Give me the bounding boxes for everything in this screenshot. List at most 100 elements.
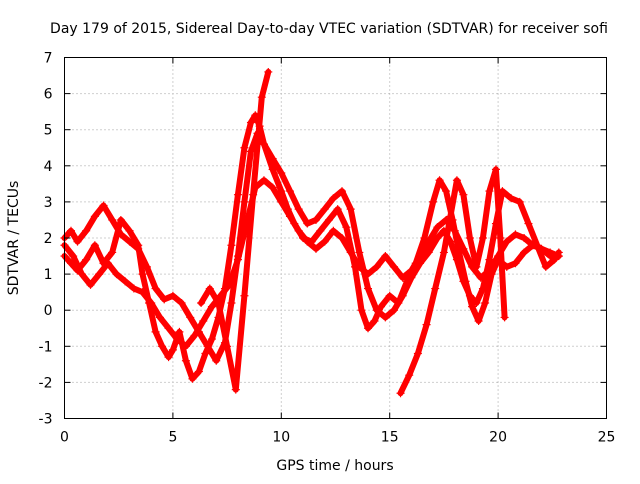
data-point bbox=[338, 187, 347, 196]
data-point bbox=[164, 324, 173, 333]
data-point bbox=[129, 284, 138, 293]
data-point bbox=[233, 255, 242, 264]
data-point bbox=[390, 262, 399, 271]
data-point bbox=[500, 313, 509, 322]
y-tick-label: 7 bbox=[44, 51, 53, 67]
y-tick-label: 0 bbox=[44, 303, 53, 319]
data-point bbox=[227, 241, 236, 250]
data-point bbox=[346, 248, 355, 257]
data-point bbox=[398, 273, 407, 282]
data-point bbox=[257, 93, 266, 102]
data-point bbox=[541, 262, 550, 271]
y-tick-label: 1 bbox=[44, 267, 53, 283]
data-point bbox=[478, 234, 487, 242]
data-point bbox=[481, 298, 490, 307]
x-tick-label: 25 bbox=[598, 430, 616, 446]
data-point bbox=[151, 284, 160, 293]
data-point bbox=[485, 266, 494, 275]
data-point bbox=[285, 212, 294, 221]
data-point bbox=[125, 237, 134, 246]
data-point bbox=[69, 252, 78, 261]
data-point bbox=[233, 190, 242, 199]
data-point bbox=[197, 298, 206, 307]
data-point bbox=[168, 345, 177, 354]
data-point bbox=[485, 187, 494, 196]
data-point bbox=[77, 270, 86, 279]
data-point bbox=[246, 118, 255, 127]
data-point bbox=[201, 349, 210, 358]
data-point bbox=[459, 277, 468, 286]
series-track-3 bbox=[60, 176, 563, 351]
data-point bbox=[355, 262, 364, 271]
y-tick-label: 4 bbox=[44, 159, 53, 175]
data-point bbox=[407, 266, 416, 275]
data-point bbox=[303, 237, 312, 246]
x-axis-title: GPS time / hours bbox=[276, 458, 393, 474]
data-point bbox=[95, 270, 104, 279]
data-point bbox=[465, 234, 474, 242]
data-point bbox=[433, 223, 442, 232]
data-point bbox=[199, 317, 208, 326]
data-point bbox=[524, 219, 533, 228]
data-point bbox=[372, 262, 381, 271]
data-point bbox=[294, 226, 303, 235]
data-point bbox=[485, 255, 494, 264]
y-tick-label: -2 bbox=[39, 375, 53, 391]
data-point bbox=[82, 226, 91, 235]
data-point bbox=[364, 284, 373, 293]
data-point bbox=[173, 335, 182, 344]
data-point bbox=[452, 176, 461, 185]
data-point bbox=[442, 187, 451, 196]
data-point bbox=[112, 270, 121, 279]
data-point bbox=[439, 248, 448, 257]
data-point bbox=[186, 313, 195, 322]
data-point bbox=[520, 248, 529, 257]
data-point bbox=[147, 298, 156, 307]
data-point bbox=[390, 306, 399, 315]
data-point bbox=[450, 226, 459, 235]
y-tick-label: -1 bbox=[39, 339, 53, 355]
series-band bbox=[397, 166, 508, 397]
data-point bbox=[268, 165, 277, 174]
data-point bbox=[285, 187, 294, 196]
data-point bbox=[108, 215, 117, 224]
data-point bbox=[398, 291, 407, 300]
data-point bbox=[474, 317, 483, 326]
ticks-layer: 0 5 10 15 20 25 -3 -2 -1 0 1 2 3 4 5 6 7 bbox=[39, 51, 616, 446]
data-point bbox=[511, 259, 520, 268]
data-point bbox=[164, 353, 173, 362]
data-point bbox=[259, 140, 268, 149]
data-point bbox=[476, 273, 485, 282]
data-point bbox=[268, 154, 277, 163]
data-point bbox=[240, 197, 249, 206]
data-point bbox=[316, 226, 325, 235]
data-point bbox=[468, 302, 477, 311]
data-point bbox=[342, 223, 351, 232]
data-point bbox=[138, 288, 147, 297]
data-point bbox=[357, 306, 366, 315]
data-point bbox=[181, 342, 190, 351]
data-point bbox=[190, 331, 199, 340]
data-point bbox=[465, 291, 474, 300]
data-point bbox=[416, 252, 425, 261]
data-point bbox=[90, 212, 99, 221]
x-tick-label: 10 bbox=[272, 430, 290, 446]
y-tick-label: -3 bbox=[39, 412, 53, 428]
data-point bbox=[554, 252, 563, 261]
data-point bbox=[478, 284, 487, 293]
data-point bbox=[338, 234, 347, 242]
data-point bbox=[431, 284, 440, 293]
data-point bbox=[355, 248, 364, 257]
data-point bbox=[372, 306, 381, 315]
y-tick-label: 3 bbox=[44, 195, 53, 211]
data-point bbox=[249, 190, 258, 199]
data-point bbox=[207, 302, 216, 311]
data-point bbox=[303, 219, 312, 228]
data-point bbox=[216, 291, 225, 300]
data-point bbox=[67, 226, 76, 235]
data-point bbox=[223, 342, 232, 351]
data-point bbox=[116, 215, 125, 224]
data-point bbox=[277, 169, 286, 178]
data-point bbox=[259, 176, 268, 185]
